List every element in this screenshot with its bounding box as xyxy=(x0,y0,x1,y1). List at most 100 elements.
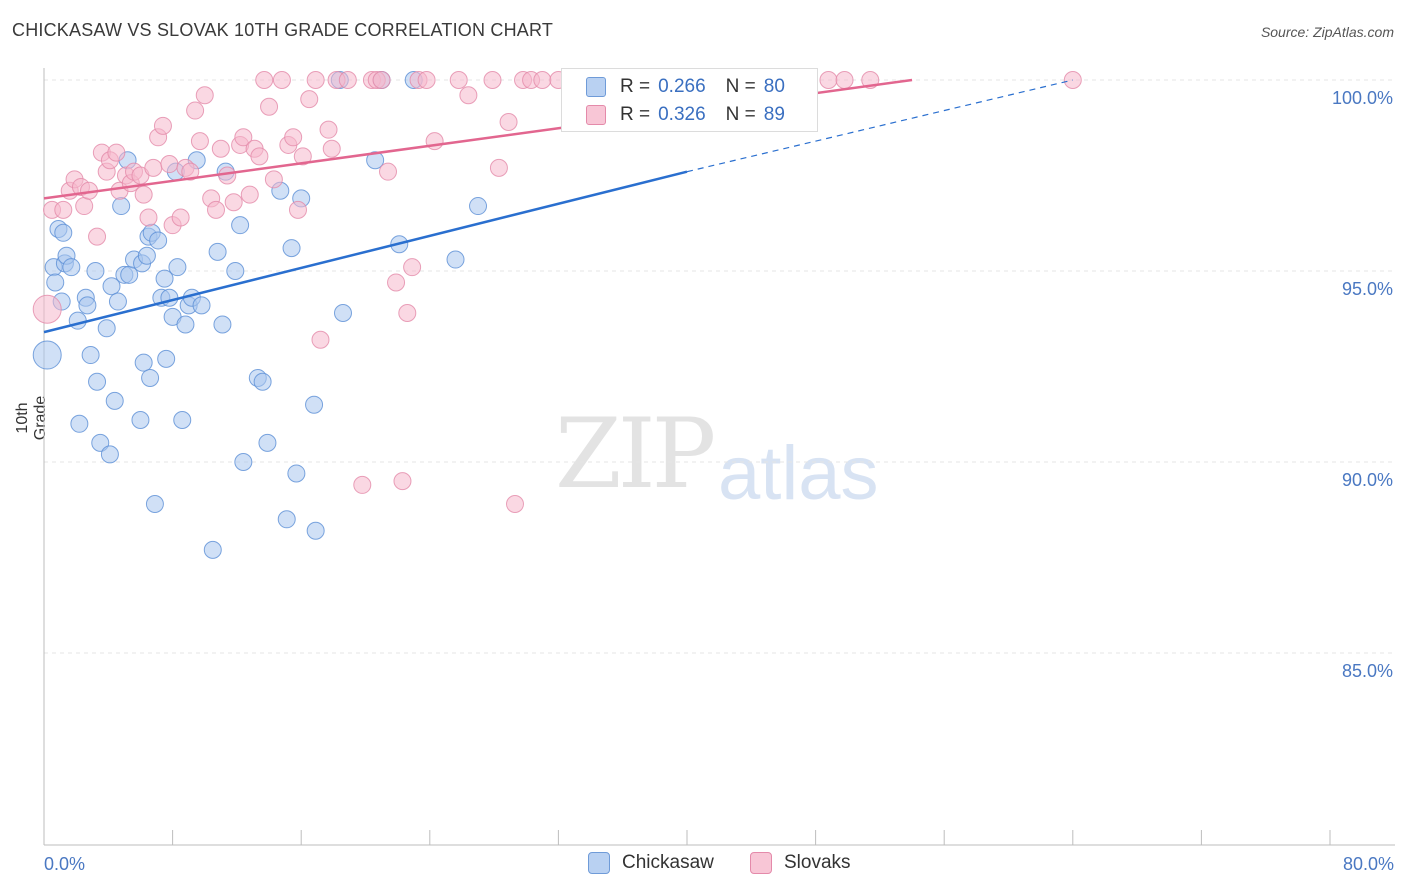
legend-n-value: 89 xyxy=(763,104,785,125)
watermark-zip: ZIP xyxy=(555,398,716,510)
legend-r-label: R = xyxy=(620,76,651,97)
y-tick-label: 85.0% xyxy=(1342,661,1393,681)
legend-swatch-pink xyxy=(586,105,606,125)
chickasaw-point xyxy=(258,433,277,452)
slovaks-point xyxy=(264,170,283,189)
chickasaw-point xyxy=(137,246,156,265)
legend-item-slovaks: Slovaks xyxy=(750,852,851,874)
slovaks-point xyxy=(144,158,163,177)
chickasaw-point xyxy=(282,239,301,258)
chickasaw-point xyxy=(46,273,65,292)
slovaks-point xyxy=(387,273,406,292)
slovaks-point xyxy=(505,495,524,514)
slovaks-point xyxy=(293,147,312,166)
chickasaw-point xyxy=(173,410,192,429)
chickasaw-point xyxy=(446,250,465,269)
source-label: Source: ZipAtlas.com xyxy=(1260,24,1394,40)
slovaks-point xyxy=(190,132,209,151)
chickasaw-point xyxy=(469,197,488,216)
slovaks-point xyxy=(499,113,518,132)
legend-swatch-slovaks xyxy=(750,852,772,874)
chickasaw-point xyxy=(203,540,222,559)
chickasaw-point xyxy=(253,372,272,391)
legend-n-value: 80 xyxy=(763,76,785,97)
chickasaw-point xyxy=(78,296,97,315)
x-tick-label-min: 0.0% xyxy=(44,854,85,874)
chickasaw-point xyxy=(100,445,119,464)
y-tick-label: 95.0% xyxy=(1342,279,1393,299)
slovaks-point xyxy=(379,162,398,181)
slovaks-point xyxy=(255,71,274,89)
slovaks-point xyxy=(250,147,269,166)
chickasaw-point xyxy=(157,349,176,368)
slovaks-point xyxy=(338,71,357,89)
chickasaw-point xyxy=(208,242,227,261)
watermark-atlas: atlas xyxy=(718,431,879,516)
x-tick-label-max: 80.0% xyxy=(1343,854,1394,874)
chickasaw-point xyxy=(108,292,127,311)
legend-r-value: 0.326 xyxy=(658,104,706,125)
slovaks-point xyxy=(240,185,259,204)
slovaks-point xyxy=(224,193,243,212)
slovaks-point xyxy=(306,71,325,89)
chickasaw-point xyxy=(145,495,164,514)
slovaks-point xyxy=(319,120,338,139)
legend-n-label: N = xyxy=(725,76,756,97)
slovaks-point xyxy=(160,155,179,174)
slovaks-point xyxy=(819,71,838,89)
slovaks-point xyxy=(195,86,214,105)
chickasaw-point xyxy=(226,262,245,280)
slovaks-point xyxy=(489,158,508,177)
slovaks-point xyxy=(207,200,226,219)
slovaks-point xyxy=(835,71,854,89)
legend-row-chickasaw: R = 0.266 N = 80 xyxy=(586,73,785,101)
correlation-legend: R = 0.266 N = 80 R = 0.326 N = 89 xyxy=(561,68,818,132)
slovaks-point xyxy=(300,90,319,109)
slovaks-point xyxy=(311,330,330,349)
chickasaw-point xyxy=(176,315,195,334)
chickasaw-point xyxy=(366,151,385,170)
slovaks-point xyxy=(88,227,107,246)
slovaks-point xyxy=(459,86,478,105)
legend-label-slovaks: Slovaks xyxy=(784,852,851,873)
legend-r-value: 0.266 xyxy=(658,76,706,97)
chickasaw-point xyxy=(287,464,306,483)
chickasaw-point xyxy=(141,368,160,387)
slovaks-point xyxy=(372,71,391,89)
slovaks-point xyxy=(75,197,94,216)
chickasaw-point xyxy=(277,510,296,529)
slovaks-point xyxy=(171,208,190,227)
chickasaw-point xyxy=(68,311,87,330)
slovaks-point xyxy=(260,97,279,116)
slovaks-point xyxy=(107,143,126,162)
chickasaw-point xyxy=(91,433,110,452)
slovaks-point xyxy=(139,208,158,227)
chickasaw-point xyxy=(112,197,131,216)
legend-row-slovaks: R = 0.326 N = 89 xyxy=(586,101,785,129)
slovaks-point xyxy=(186,101,205,120)
chickasaw-point xyxy=(168,258,187,277)
chickasaw-point xyxy=(333,304,352,323)
slovaks-point xyxy=(181,162,200,181)
chickasaw-trendline xyxy=(43,170,688,334)
chickasaw-point xyxy=(81,346,100,365)
slovaks-point xyxy=(284,128,303,147)
legend-n-label: N = xyxy=(725,104,756,125)
slovaks-point xyxy=(272,71,291,89)
chickasaw-point xyxy=(86,262,105,280)
chickasaw-point xyxy=(305,395,324,414)
slovaks-point xyxy=(449,71,468,89)
slovaks-point xyxy=(211,139,230,158)
legend-swatch-blue xyxy=(586,77,606,97)
chickasaw-point xyxy=(131,410,150,429)
chickasaw-point xyxy=(155,269,174,288)
chickasaw-point xyxy=(160,288,179,307)
slovaks-point xyxy=(32,294,62,324)
legend-label-chickasaw: Chickasaw xyxy=(622,852,714,873)
chickasaw-point xyxy=(102,277,121,296)
slovaks-point xyxy=(134,185,153,204)
chickasaw-point xyxy=(54,223,73,242)
slovaks-point xyxy=(483,71,502,89)
chart-title: CHICKASAW VS SLOVAK 10TH GRADE CORRELATI… xyxy=(12,20,554,40)
